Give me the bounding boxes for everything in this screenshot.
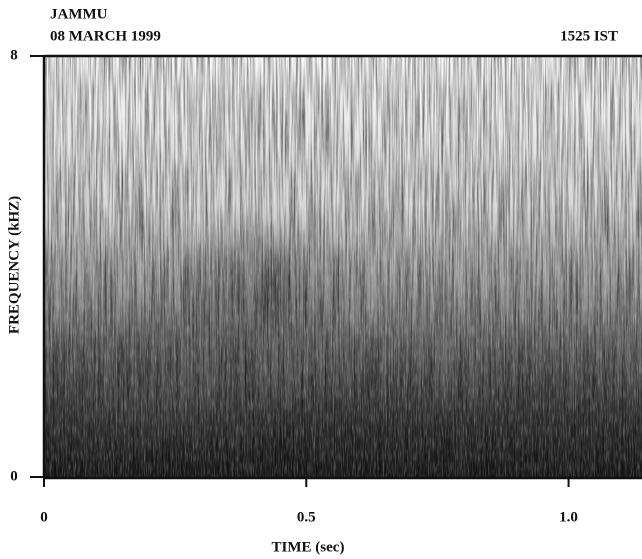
x-axis-label: TIME (sec) xyxy=(272,539,345,555)
y-axis-label: FREQUENCY (kHZ) xyxy=(6,196,22,334)
x-tick-label: 0.5 xyxy=(297,509,316,525)
y-tick-label: 8 xyxy=(10,47,18,63)
chart-subtitle: 08 MARCH 1999 xyxy=(50,28,161,44)
spectrogram-image xyxy=(44,56,642,477)
y-tick-label: 0 xyxy=(10,468,18,484)
time-annotation: 1525 IST xyxy=(560,28,618,44)
x-tick-label: 0 xyxy=(40,509,48,525)
chart-title: JAMMU xyxy=(50,6,108,22)
x-tick-label: 1.0 xyxy=(559,509,578,525)
